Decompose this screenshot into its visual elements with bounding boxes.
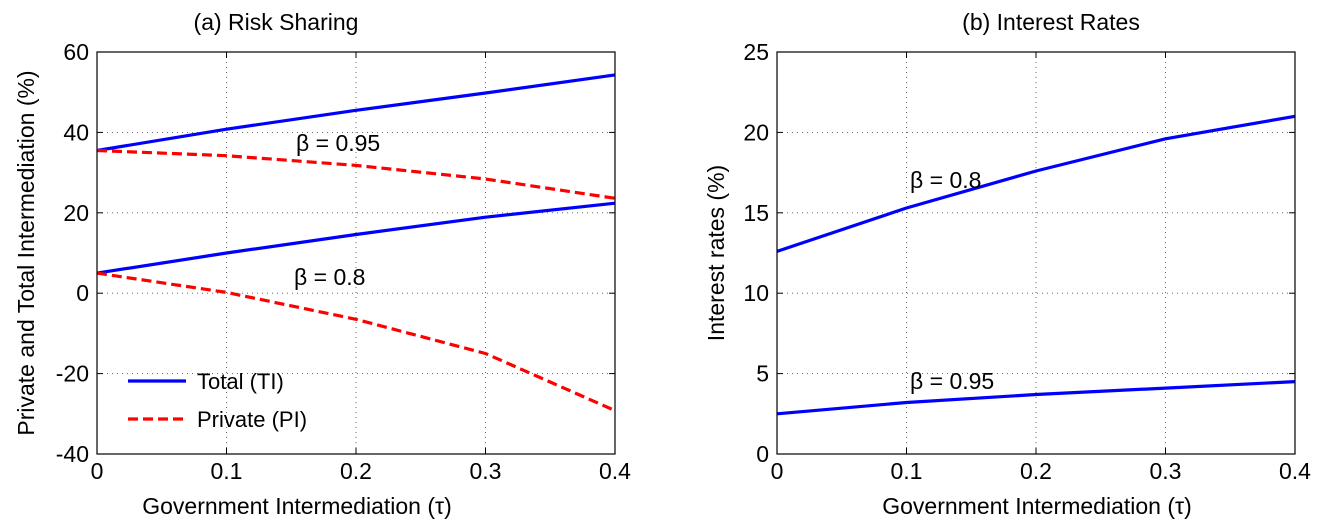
panel-a-y-tick-label: 20 (63, 200, 89, 226)
interest-rates-panel: (b) Interest Rates Government Intermedia… (703, 9, 1311, 519)
risk-sharing-panel: (a) Risk Sharing Government Intermediati… (13, 9, 631, 519)
panel-a-x-tick-label: 0 (91, 458, 104, 484)
panel-a-ticks: 0 0.1 0.2 0.3 0.4 -40 -20 0 20 40 60 (56, 39, 631, 484)
legend: Total (TI) Private (PI) (128, 369, 307, 432)
panel-a-annotation-beta-095: β = 0.95 (296, 130, 380, 156)
panel-b-y-tick-label: 25 (743, 39, 769, 65)
panel-b-x-axis-label: Government Intermediation (τ) (882, 493, 1192, 519)
panel-b-y-tick-label: 10 (743, 280, 769, 306)
panel-b-x-tick-label: 0.2 (1020, 458, 1052, 484)
panel-b-y-tick-label: 20 (743, 119, 769, 145)
panel-b-ticks: 0 0.1 0.2 0.3 0.4 0 5 10 15 20 25 (743, 39, 1311, 484)
panel-b-y-tick-label: 0 (756, 441, 769, 467)
panel-a-y-tick-label: 0 (76, 280, 89, 306)
panel-a-x-axis-label: Government Intermediation (τ) (142, 493, 452, 519)
panel-b-x-tick-label: 0.1 (891, 458, 923, 484)
panel-a-x-tick-label: 0.3 (470, 458, 502, 484)
panel-b-annotation-beta-08: β = 0.8 (910, 167, 981, 193)
panel-a-y-axis-label: Private and Total Intermediation (%) (13, 70, 39, 435)
panel-a-series-3-private-line (96, 271, 616, 413)
legend-private-label: Private (PI) (197, 407, 307, 432)
panel-a-series-2-line (96, 201, 616, 275)
panel-a-x-tick-label: 0.4 (599, 458, 631, 484)
panel-b-x-tick-label: 0.4 (1279, 458, 1311, 484)
panel-a-series (96, 73, 616, 413)
panel-b-y-axis-label: Interest rates (%) (703, 165, 729, 341)
panel-b-y-tick-label: 5 (756, 361, 769, 387)
panel-a-y-tick-label: 60 (63, 39, 89, 65)
panel-b-title: (b) Interest Rates (962, 9, 1140, 35)
panel-b-x-tick-label: 0.3 (1150, 458, 1182, 484)
panel-a-title: (a) Risk Sharing (194, 9, 359, 35)
legend-total-label: Total (TI) (197, 369, 284, 394)
panel-a-y-tick-label: -20 (56, 361, 89, 387)
panel-b-series-1-line (776, 380, 1296, 416)
panel-a-x-tick-label: 0.1 (211, 458, 243, 484)
panel-b-series-0-line (776, 114, 1296, 253)
panel-b-x-tick-label: 0 (771, 458, 784, 484)
panel-a-x-tick-label: 0.2 (340, 458, 372, 484)
panel-b-y-tick-label: 15 (743, 200, 769, 226)
panel-a-annotation-beta-08: β = 0.8 (294, 264, 365, 290)
panel-a-y-tick-label: 40 (63, 119, 89, 145)
panel-a-y-tick-label: -40 (56, 441, 89, 467)
panel-b-series (776, 114, 1296, 416)
panel-b-annotation-beta-095: β = 0.95 (910, 368, 994, 394)
panel-a-series-0-line (96, 73, 616, 153)
panel-a-series-1-private-line (96, 148, 616, 200)
panel-a-grid (97, 52, 615, 454)
